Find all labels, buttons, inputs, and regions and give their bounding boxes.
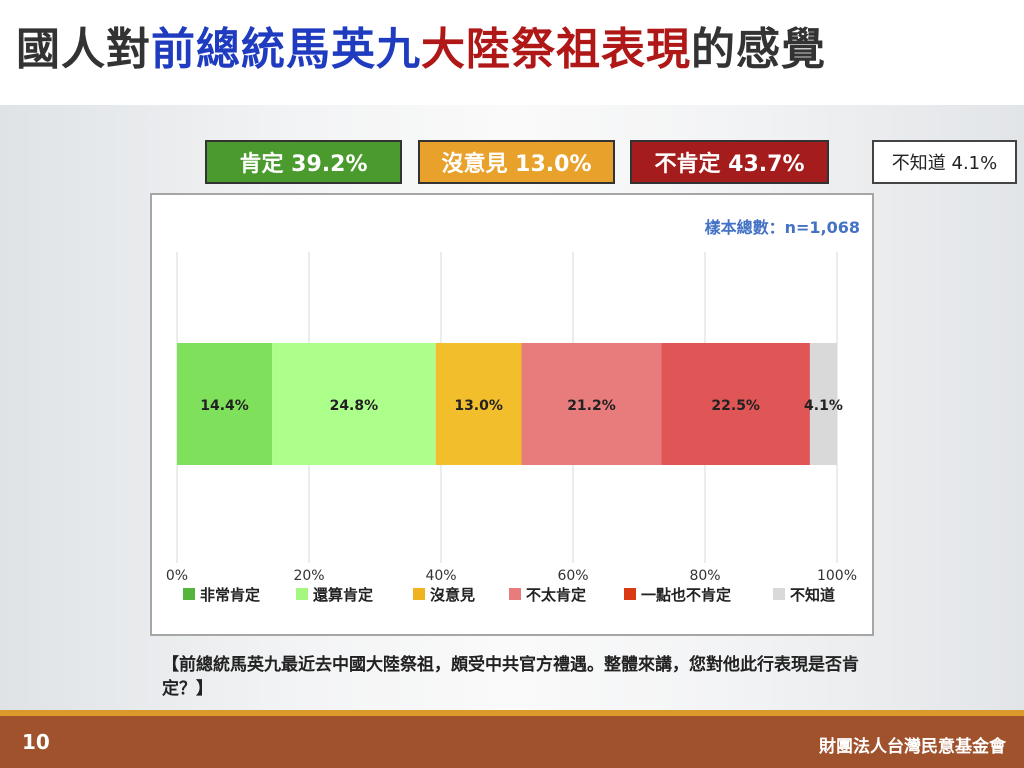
organization-name: 財團法人台灣民意基金會 (819, 737, 1006, 757)
bar-segment (661, 343, 810, 465)
summary-dont-know: 不知道 4.1% (872, 140, 1017, 184)
title-segment: 前總統馬英九 (151, 24, 421, 75)
bar-segment (435, 343, 522, 465)
summary-positive: 肯定 39.2% (205, 140, 402, 184)
title-segment: 的感覺 (691, 24, 826, 75)
legend-label: 還算肯定 (313, 586, 373, 604)
legend-swatch (624, 588, 636, 600)
x-tick-label: 100% (817, 568, 857, 584)
x-tick-label: 80% (689, 568, 720, 584)
legend-label: 沒意見 (430, 586, 475, 604)
summary-negative: 不肯定 43.7% (630, 140, 829, 184)
legend-swatch (413, 588, 425, 600)
data-label: 24.8% (330, 398, 379, 414)
data-label: 14.4% (200, 398, 249, 414)
legend-label: 不知道 (790, 586, 835, 604)
legend-swatch (773, 588, 785, 600)
legend-swatch (183, 588, 195, 600)
data-label: 21.2% (567, 398, 616, 414)
page-number: 10 (22, 730, 50, 754)
bar-segment (272, 343, 436, 465)
legend-swatch (509, 588, 521, 600)
bar-segment (177, 343, 273, 465)
bar-segment (521, 343, 662, 465)
x-tick-label: 60% (557, 568, 588, 584)
x-tick-label: 20% (293, 568, 324, 584)
data-label: 4.1% (804, 398, 843, 414)
footer-bar: 10 財團法人台灣民意基金會 (0, 710, 1024, 768)
sample-size-note: 樣本總數：n=1,068 (704, 218, 860, 237)
title-segment: 大陸祭祖表現 (421, 24, 691, 75)
bar-segment (809, 343, 837, 465)
title-segment: 國人對 (16, 24, 151, 75)
data-label: 13.0% (454, 398, 503, 414)
stacked-bar-chart: 0% 20% 40% 60% 80% 100% 14.4% 24.8% 13.0% 21.2% 22… (166, 252, 857, 604)
legend-label: 一點也不肯定 (641, 586, 731, 604)
legend-swatch (296, 588, 308, 600)
data-label: 22.5% (711, 398, 760, 414)
summary-no-opinion: 沒意見 13.0% (418, 140, 615, 184)
page-title: 國人對前總統馬英九大陸祭祖表現的感覺 (16, 24, 826, 75)
legend-label: 不太肯定 (526, 586, 586, 604)
x-tick-label: 0% (166, 568, 188, 584)
legend-label: 非常肯定 (200, 586, 260, 604)
x-tick-label: 40% (425, 568, 456, 584)
survey-question: 【前總統馬英九最近去中國大陸祭祖，頗受中共官方禮遇。整體來講，您對他此行表現是否… (162, 655, 859, 699)
